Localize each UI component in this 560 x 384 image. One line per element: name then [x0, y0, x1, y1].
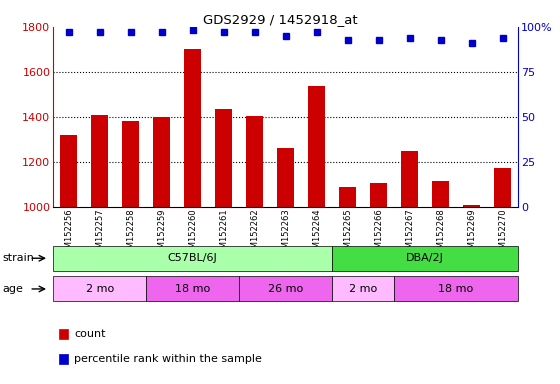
Text: strain: strain [3, 253, 35, 263]
Text: percentile rank within the sample: percentile rank within the sample [74, 354, 262, 364]
Text: C57BL/6J: C57BL/6J [168, 253, 217, 263]
Bar [339, 187, 356, 207]
Bar [432, 181, 449, 207]
Bar [60, 135, 77, 207]
Bar [215, 109, 232, 207]
Text: 26 mo: 26 mo [268, 284, 303, 294]
Bar [308, 86, 325, 207]
Bar [277, 147, 294, 207]
Text: 18 mo: 18 mo [438, 284, 474, 294]
Text: 18 mo: 18 mo [175, 284, 210, 294]
Bar [494, 168, 511, 207]
Text: age: age [3, 284, 24, 294]
Bar [370, 182, 387, 207]
Bar [246, 116, 263, 207]
Text: DBA/2J: DBA/2J [406, 253, 444, 263]
Bar [184, 50, 201, 207]
Text: GDS2929 / 1452918_at: GDS2929 / 1452918_at [203, 13, 357, 26]
Bar [463, 205, 480, 207]
Bar [401, 151, 418, 207]
Bar [122, 121, 139, 207]
Text: 2 mo: 2 mo [86, 284, 114, 294]
Text: count: count [74, 329, 106, 339]
Bar [91, 115, 108, 207]
Bar [153, 117, 170, 207]
Text: 2 mo: 2 mo [349, 284, 377, 294]
